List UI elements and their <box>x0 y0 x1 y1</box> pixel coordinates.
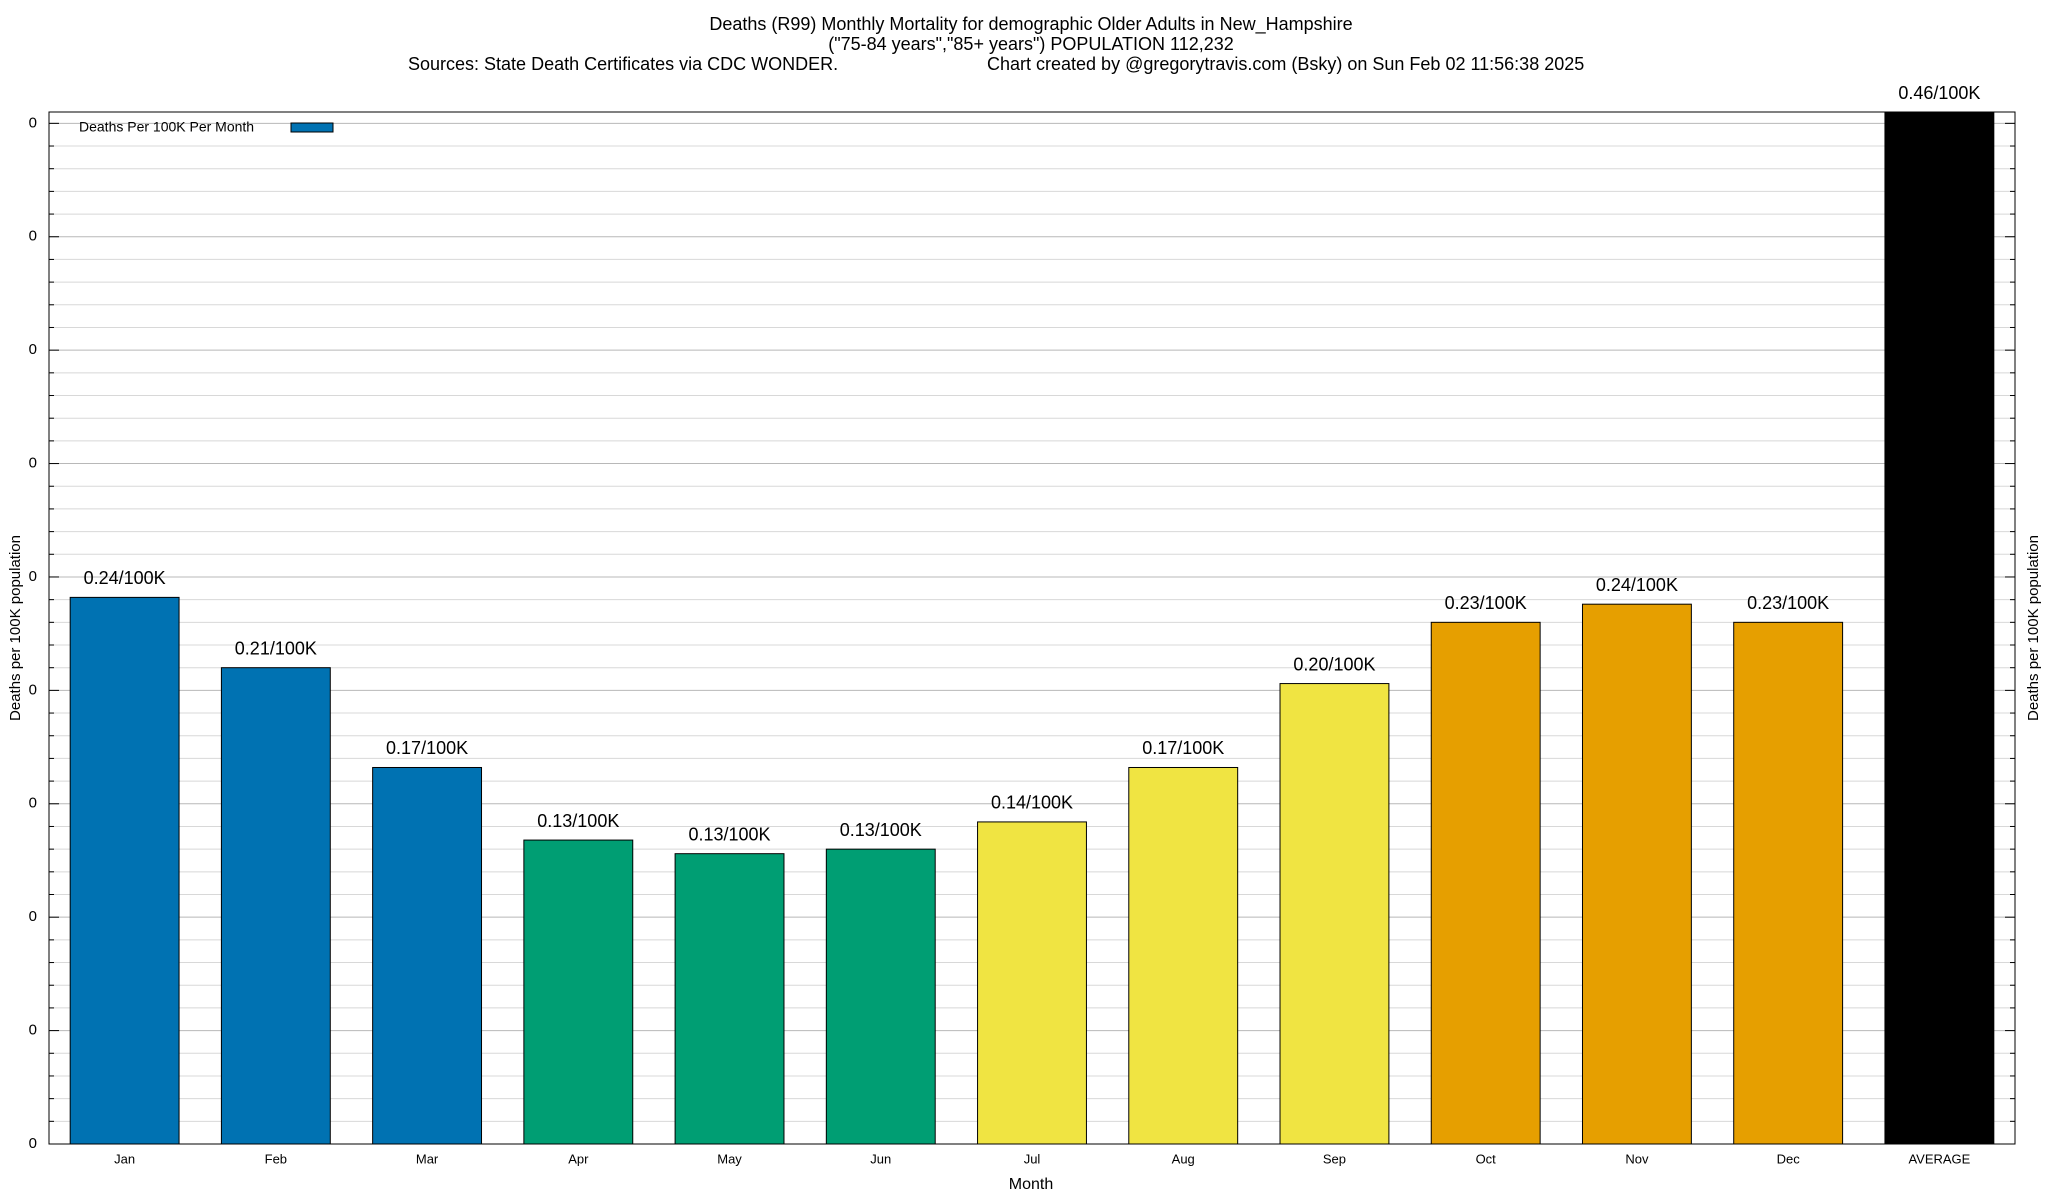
x-tick-label: Oct <box>1476 1151 1497 1166</box>
data-label: 0.23/100K <box>1445 593 1527 613</box>
bar <box>1884 112 1995 1144</box>
bar <box>977 821 1087 1144</box>
bar <box>1279 683 1390 1144</box>
credit: Chart created by @gregorytravis.com (Bsk… <box>987 54 1584 74</box>
y-tick-label: 0 <box>29 341 37 358</box>
x-tick-label: Jun <box>870 1151 891 1166</box>
bar <box>523 839 634 1144</box>
data-label: 0.13/100K <box>840 820 922 840</box>
bar <box>1128 766 1239 1144</box>
data-label: 0.17/100K <box>1142 738 1224 758</box>
plot-frame <box>48 111 2016 1145</box>
y-tick-label: 0 <box>29 568 37 585</box>
data-label: 0.24/100K <box>1596 575 1678 595</box>
data-label: 0.17/100K <box>386 738 468 758</box>
x-tick-label: Jul <box>1024 1151 1041 1166</box>
x-tick-label: May <box>717 1151 742 1166</box>
y-tick-label: 0 <box>29 795 37 812</box>
y-tick-label: 0 <box>29 114 37 131</box>
source: Sources: State Death Certificates via CD… <box>408 54 838 74</box>
x-tick-label: Dec <box>1777 1151 1801 1166</box>
bar <box>220 667 331 1144</box>
bar <box>372 766 483 1144</box>
bar <box>825 848 936 1144</box>
y-tick-label: 0 <box>29 908 37 925</box>
legend-label: Deaths Per 100K Per Month <box>79 119 254 135</box>
legend-swatch <box>290 122 334 133</box>
x-tick-label: AVERAGE <box>1908 1151 1970 1166</box>
x-tick-label: Mar <box>416 1151 439 1166</box>
y-tick-label: 0 <box>29 681 37 698</box>
x-axis-label: Month <box>1009 1176 1053 1193</box>
data-label: 0.20/100K <box>1293 654 1375 674</box>
bar <box>1430 621 1541 1144</box>
x-tick-label: Aug <box>1172 1151 1195 1166</box>
x-tick-label: Apr <box>568 1151 589 1166</box>
bar <box>674 853 785 1144</box>
y-tick-label: 0 <box>29 1022 37 1039</box>
y2-axis-label: Deaths per 100K population <box>2025 535 2042 721</box>
y-tick-label: 0 <box>29 1135 37 1152</box>
y-tick-label: 0 <box>29 455 37 472</box>
data-label: 0.24/100K <box>84 568 166 588</box>
data-label: 0.13/100K <box>537 811 619 831</box>
x-tick-label: Feb <box>265 1151 287 1166</box>
data-label: 0.23/100K <box>1747 593 1829 613</box>
x-tick-label: Jan <box>114 1151 135 1166</box>
y-axis-label: Deaths per 100K population <box>7 535 24 721</box>
x-tick-label: Nov <box>1625 1151 1649 1166</box>
bar <box>1581 603 1692 1144</box>
bars <box>69 112 1995 1144</box>
x-tick-label: Sep <box>1323 1151 1346 1166</box>
data-label: 0.13/100K <box>688 824 770 844</box>
y-tick-label: 0 <box>29 228 37 245</box>
bar <box>1733 621 1844 1144</box>
chart-title: Deaths (R99) Monthly Mortality for demog… <box>709 14 1352 35</box>
bar <box>69 596 180 1144</box>
data-label: 0.46/100K <box>1898 83 1980 103</box>
chart-subtitle: ("75-84 years","85+ years") POPULATION 1… <box>828 34 1234 54</box>
data-label: 0.14/100K <box>991 793 1073 813</box>
data-label: 0.21/100K <box>235 638 317 658</box>
